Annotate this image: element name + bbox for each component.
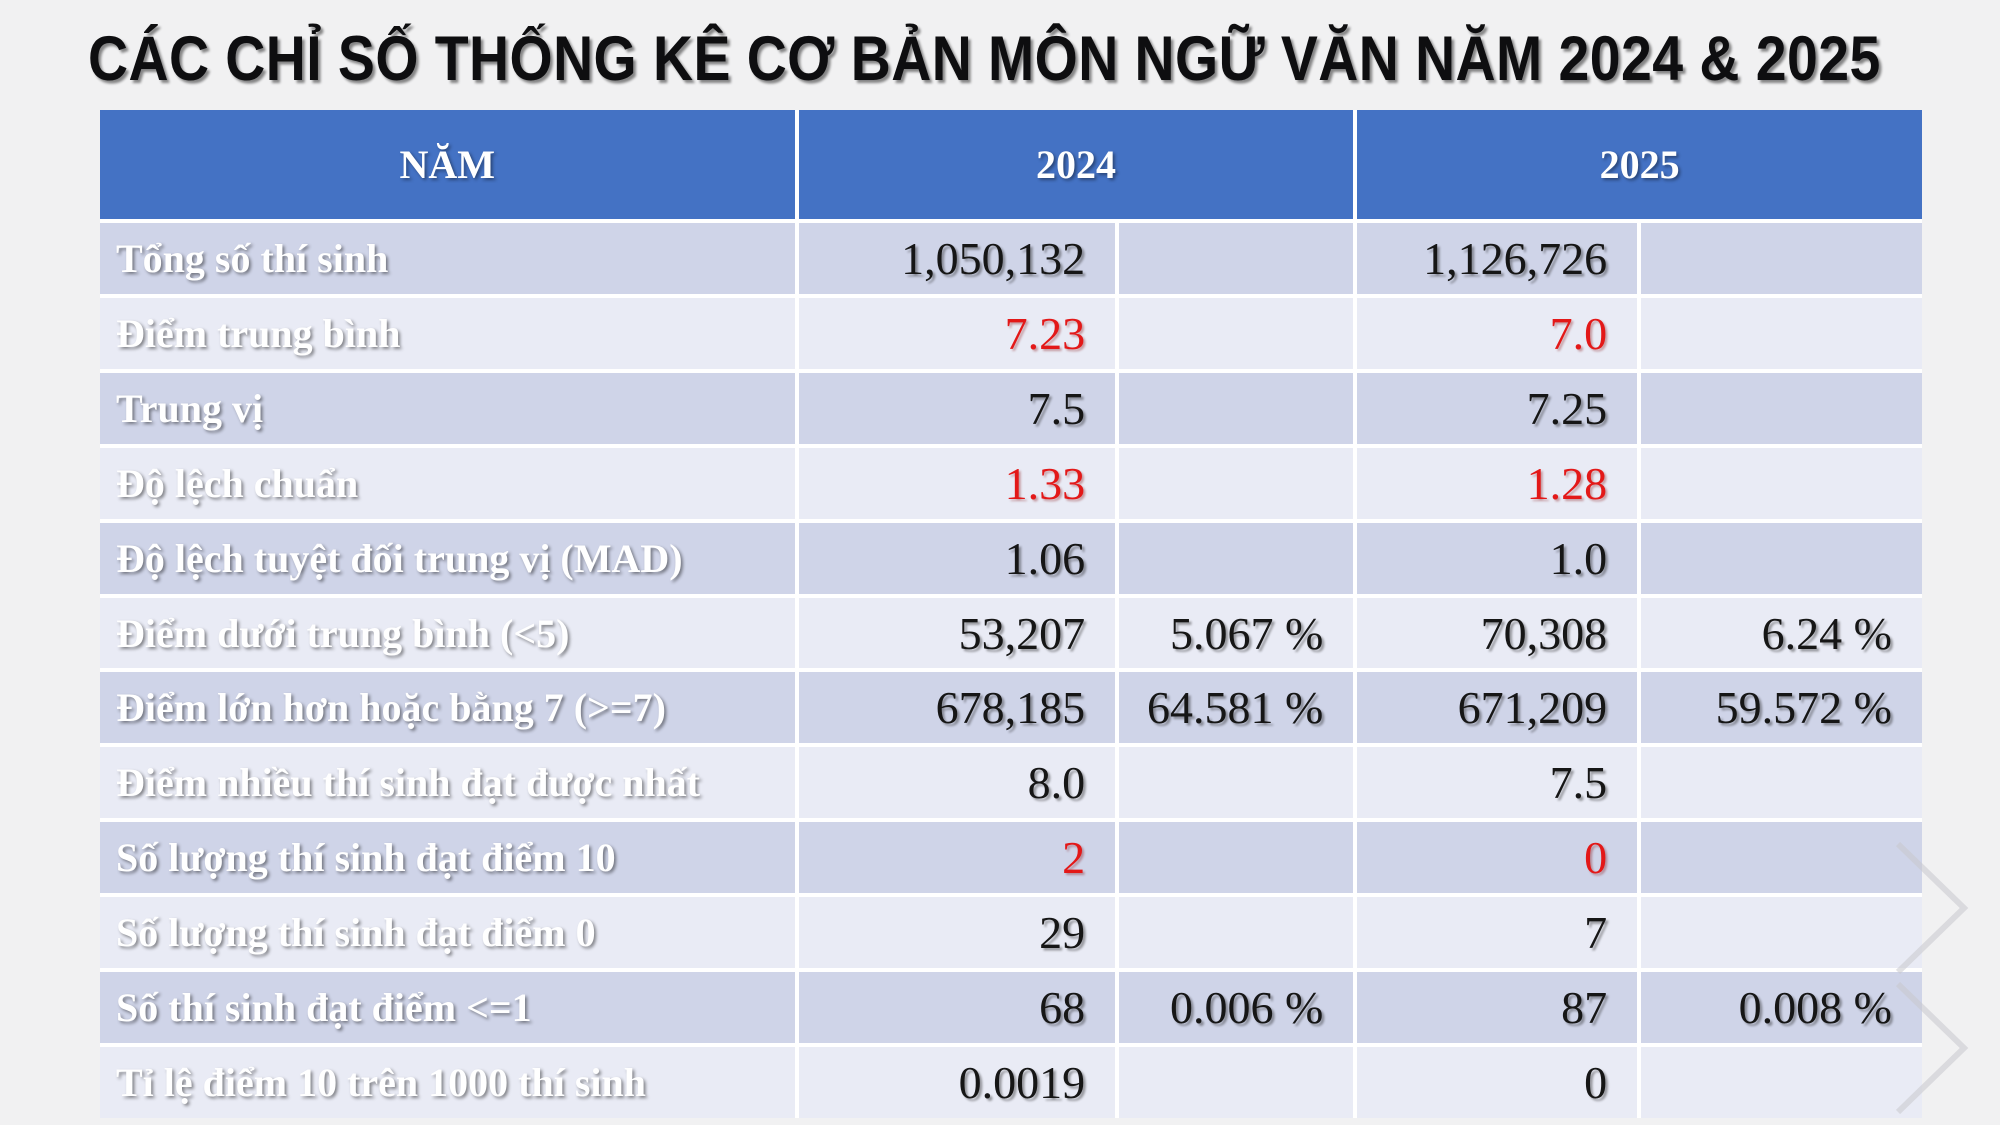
value-cell-2024: 1.33 <box>798 447 1116 519</box>
value-cell-2024: 29 <box>798 897 1116 969</box>
percent-cell-2025 <box>1641 223 1922 294</box>
percent-cell-2025 <box>1641 447 1922 519</box>
value-cell-2025: 7.5 <box>1357 747 1638 819</box>
row-label-cell: Điểm lớn hơn hoặc bằng 7 (>=7) <box>100 672 795 744</box>
percent-cell-2025 <box>1641 372 1922 444</box>
percent-cell-2025 <box>1641 1047 1922 1118</box>
row-label-cell: Số lượng thí sinh đạt điểm 0 <box>100 897 795 969</box>
row-label-cell: Số thí sinh đạt điểm <=1 <box>100 972 795 1044</box>
value-cell-2025: 87 <box>1357 972 1638 1044</box>
percent-cell-2024 <box>1119 223 1354 294</box>
percent-cell-2024 <box>1119 822 1354 894</box>
value-cell-2024: 0.0019 <box>798 1047 1116 1118</box>
value-cell-2024: 53,207 <box>798 597 1116 669</box>
row-label-cell: Trung vị <box>100 372 795 444</box>
header-cell-2024: 2024 <box>798 110 1354 219</box>
value-cell-2024: 7.23 <box>798 297 1116 369</box>
percent-cell-2025 <box>1641 747 1922 819</box>
header-cell-nam: NĂM <box>100 110 795 219</box>
row-label-cell: Độ lệch chuẩn <box>100 447 795 519</box>
value-cell-2024: 8.0 <box>798 747 1116 819</box>
value-cell-2025: 70,308 <box>1357 597 1638 669</box>
value-cell-2025: 1,126,726 <box>1357 223 1638 294</box>
percent-cell-2025 <box>1641 897 1922 969</box>
percent-cell-2025: 6.24 % <box>1641 597 1922 669</box>
header-cell-2025: 2025 <box>1357 110 1922 219</box>
value-cell-2025: 0 <box>1357 822 1638 894</box>
percent-cell-2024: 64.581 % <box>1119 672 1354 744</box>
row-label-cell: Số lượng thí sinh đạt điểm 10 <box>100 822 795 894</box>
percent-cell-2025 <box>1641 297 1922 369</box>
value-cell-2025: 7 <box>1357 897 1638 969</box>
percent-cell-2024 <box>1119 747 1354 819</box>
percent-cell-2024 <box>1119 372 1354 444</box>
watermark-chevrons-icon <box>1895 841 1969 1115</box>
percent-cell-2024 <box>1119 522 1354 594</box>
value-cell-2025: 671,209 <box>1357 672 1638 744</box>
row-label-cell: Tỉ lệ điểm 10 trên 1000 thí sinh <box>100 1047 795 1118</box>
value-cell-2024: 68 <box>798 972 1116 1044</box>
slide-title: CÁC CHỈ SỐ THỐNG KÊ CƠ BẢN MÔN NGỮ VĂN N… <box>88 24 1881 94</box>
row-label-cell: Điểm nhiều thí sinh đạt được nhất <box>100 747 795 819</box>
statistics-table: NĂM 2024 2025 Tổng số thí sinh 1,050,132… <box>100 110 1922 1118</box>
value-cell-2025: 7.0 <box>1357 297 1638 369</box>
percent-cell-2025 <box>1641 822 1922 894</box>
percent-cell-2024: 0.006 % <box>1119 972 1354 1044</box>
value-cell-2024: 1.06 <box>798 522 1116 594</box>
percent-cell-2024 <box>1119 447 1354 519</box>
percent-cell-2024 <box>1119 1047 1354 1118</box>
percent-cell-2025: 59.572 % <box>1641 672 1922 744</box>
value-cell-2024: 678,185 <box>798 672 1116 744</box>
percent-cell-2025 <box>1641 522 1922 594</box>
value-cell-2025: 1.0 <box>1357 522 1638 594</box>
percent-cell-2024 <box>1119 297 1354 369</box>
row-label-cell: Tổng số thí sinh <box>100 223 795 294</box>
value-cell-2025: 1.28 <box>1357 447 1638 519</box>
value-cell-2024: 7.5 <box>798 372 1116 444</box>
percent-cell-2025: 0.008 % <box>1641 972 1922 1044</box>
row-label-cell: Điểm trung bình <box>100 297 795 369</box>
row-label-cell: Độ lệch tuyệt đối trung vị (MAD) <box>100 522 795 594</box>
value-cell-2024: 1,050,132 <box>798 223 1116 294</box>
value-cell-2025: 0 <box>1357 1047 1638 1118</box>
percent-cell-2024 <box>1119 897 1354 969</box>
percent-cell-2024: 5.067 % <box>1119 597 1354 669</box>
value-cell-2024: 2 <box>798 822 1116 894</box>
value-cell-2025: 7.25 <box>1357 372 1638 444</box>
row-label-cell: Điểm dưới trung bình (<5) <box>100 597 795 669</box>
